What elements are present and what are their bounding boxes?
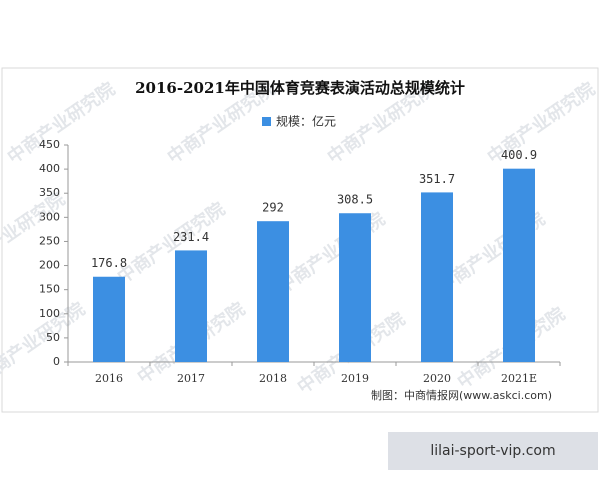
x-tick-label: 2019 xyxy=(341,372,369,385)
value-label: 308.5 xyxy=(337,193,373,207)
x-tick-label: 2020 xyxy=(423,372,451,385)
x-tick-label: 2016 xyxy=(95,372,123,385)
bar xyxy=(503,168,535,362)
value-label: 351.7 xyxy=(419,172,455,186)
y-tick-label: 200 xyxy=(39,259,60,272)
x-tick-label: 2017 xyxy=(177,372,205,385)
y-tick-label: 150 xyxy=(39,283,60,296)
bar xyxy=(339,213,371,362)
source-note: 制图：中商情报网(www.askci.com) xyxy=(371,388,552,402)
value-label: 176.8 xyxy=(91,256,127,270)
y-tick-label: 100 xyxy=(39,307,60,320)
value-label: 400.9 xyxy=(501,148,537,162)
value-label: 292 xyxy=(262,201,284,215)
y-tick-label: 300 xyxy=(39,210,60,223)
y-tick-label: 400 xyxy=(39,162,60,175)
bar xyxy=(257,221,289,362)
y-tick-label: 50 xyxy=(46,331,60,344)
badge-text: lilai-sport-vip.com xyxy=(430,443,555,459)
y-tick-label: 250 xyxy=(39,234,60,247)
value-label: 231.4 xyxy=(173,230,209,244)
bar xyxy=(421,192,453,362)
x-tick-label: 2021E xyxy=(501,372,537,385)
y-tick-label: 450 xyxy=(39,138,60,151)
bar xyxy=(93,276,125,362)
legend-label: 规模：亿元 xyxy=(276,114,336,129)
chart-title: 2016-2021年中国体育竞赛表演活动总规模统计 xyxy=(135,79,465,97)
legend-swatch xyxy=(262,117,271,126)
badge-box xyxy=(388,432,598,470)
y-tick-label: 0 xyxy=(53,355,60,368)
bar xyxy=(175,250,207,362)
y-tick-label: 350 xyxy=(39,186,60,199)
x-tick-label: 2018 xyxy=(259,372,287,385)
